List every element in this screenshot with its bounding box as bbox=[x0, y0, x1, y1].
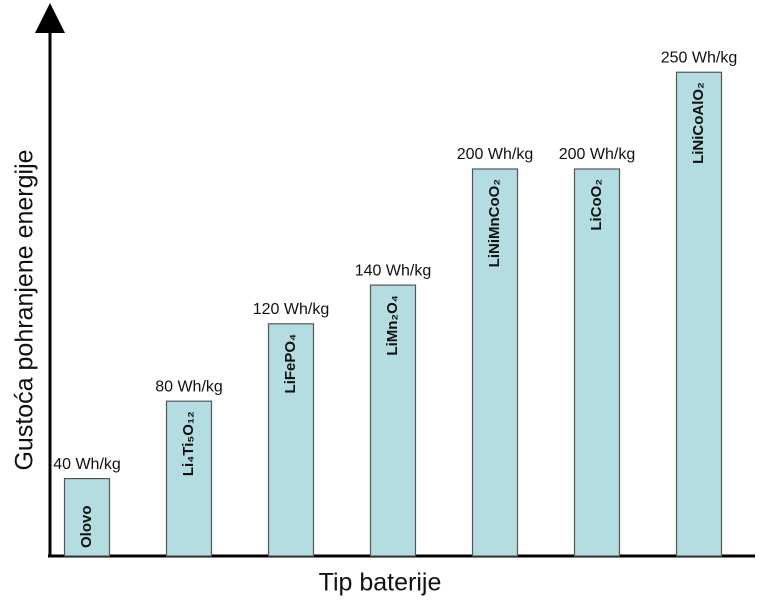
category-label: LiNiMnCoO₂ bbox=[486, 179, 503, 267]
value-label: 200 Wh/kg bbox=[559, 146, 635, 163]
value-label: 40 Wh/kg bbox=[53, 456, 121, 473]
bar bbox=[165, 400, 213, 557]
category-label: LiFePO₄ bbox=[282, 334, 299, 394]
category-label: Olovo bbox=[78, 505, 95, 548]
bar bbox=[267, 323, 315, 557]
value-label: 250 Wh/kg bbox=[661, 49, 737, 66]
value-label: 120 Wh/kg bbox=[253, 301, 329, 318]
x-axis-title: Tip baterije bbox=[319, 569, 442, 597]
y-axis-title: Gustoća pohranjene energije bbox=[11, 149, 39, 470]
value-label: 80 Wh/kg bbox=[155, 378, 223, 395]
bar bbox=[573, 168, 621, 557]
value-label: 140 Wh/kg bbox=[355, 262, 431, 279]
bar bbox=[675, 71, 723, 557]
category-label: LiMn₂O₄ bbox=[384, 295, 401, 355]
category-label: LiNiCoAlO₂ bbox=[690, 82, 707, 164]
bar bbox=[369, 284, 417, 557]
category-label: Li₄Ti₅O₁₂ bbox=[180, 411, 197, 476]
bar bbox=[471, 168, 519, 557]
bar bbox=[63, 477, 111, 557]
category-label: LiCoO₂ bbox=[588, 179, 605, 231]
value-label: 200 Wh/kg bbox=[457, 146, 533, 163]
